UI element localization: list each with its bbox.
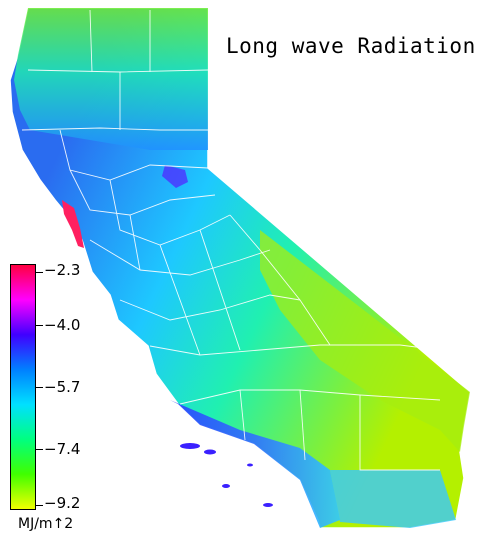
channel-islands — [180, 443, 273, 507]
north-region — [14, 8, 208, 150]
legend-colorbar — [10, 264, 36, 510]
county-boundaries — [21, 9, 441, 471]
legend-tick-mark — [35, 325, 43, 326]
legend-tick-label: −9.2 — [44, 494, 81, 512]
legend-tick-label: −5.7 — [44, 378, 81, 396]
legend-tick-mark — [35, 272, 43, 273]
legend-tick-label: −4.0 — [44, 316, 81, 334]
high-radiation-strip — [62, 200, 84, 248]
legend-tick-mark — [35, 387, 43, 388]
legend-unit: MJ/m↑2 — [18, 516, 74, 532]
east-desert — [260, 230, 470, 452]
desert-southeast — [330, 470, 456, 528]
legend-tick-label: −2.3 — [44, 261, 81, 279]
legend-tick-mark — [35, 505, 43, 506]
sierra-purple — [162, 165, 188, 188]
map-title: Long wave Radiation — [226, 34, 476, 58]
legend-tick-mark — [35, 449, 43, 450]
legend-tick-label: −7.4 — [44, 440, 81, 458]
southern-coast — [170, 400, 340, 528]
